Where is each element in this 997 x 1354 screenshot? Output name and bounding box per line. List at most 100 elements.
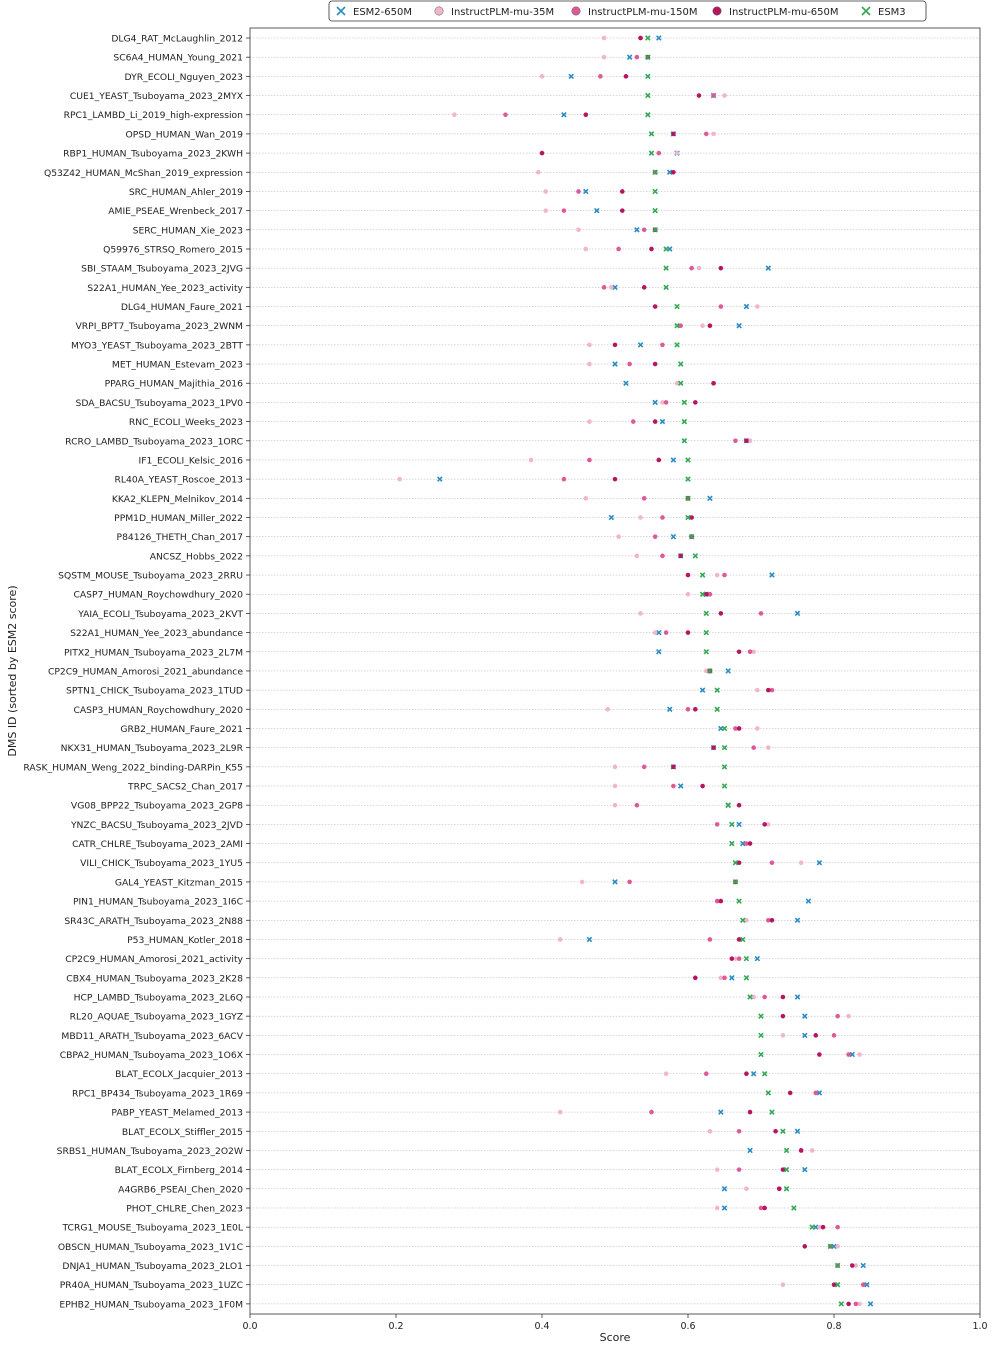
point-instructplm-mu-35m [587, 342, 592, 348]
point-instructplm-mu-650m [693, 400, 698, 405]
y-tick-label: P53_HUMAN_Kotler_2018 [127, 935, 243, 946]
y-tick-label: GRB2_HUMAN_Faure_2021 [120, 724, 243, 735]
y-tick-label: VRPI_BPT7_Tsuboyama_2023_2WNM [75, 321, 243, 332]
point-instructplm-mu-150m [627, 879, 632, 885]
point-instructplm-mu-150m [766, 917, 771, 923]
point-esm2-650m [802, 1032, 808, 1039]
y-tick-label: RL20_AQUAE_Tsuboyama_2023_1GYZ [70, 1012, 243, 1023]
point-instructplm-mu-150m [576, 189, 581, 194]
point-instructplm-mu-150m [663, 630, 669, 635]
y-tick-label: SR43C_ARATH_Tsuboyama_2023_2N88 [64, 916, 243, 927]
point-esm2-650m [860, 1262, 866, 1269]
point-esm2-650m [568, 73, 574, 80]
point-instructplm-mu-650m [798, 1148, 804, 1153]
y-tick-label: MYO3_YEAST_Tsuboyama_2023_2BTT [71, 340, 243, 351]
point-instructplm-mu-150m [627, 361, 632, 367]
y-tick-label: CUE1_YEAST_Tsuboyama_2023_2MYX [70, 91, 243, 102]
series-esm3 [645, 35, 845, 1307]
point-instructplm-mu-35m [539, 74, 545, 79]
point-instructplm-mu-35m [674, 380, 680, 386]
point-esm2-650m [637, 342, 644, 348]
point-instructplm-mu-150m [831, 1033, 837, 1038]
point-instructplm-mu-35m [660, 400, 665, 405]
point-instructplm-mu-35m [755, 726, 760, 731]
point-instructplm-mu-650m [762, 822, 767, 827]
point-instructplm-mu-650m [780, 1013, 786, 1019]
point-esm2-650m [729, 975, 735, 981]
point-esm2-650m [769, 572, 775, 578]
point-instructplm-mu-650m [652, 361, 658, 367]
point-esm2-650m [656, 648, 662, 655]
point-esm2-650m [849, 1051, 856, 1058]
point-instructplm-mu-35m [846, 1013, 851, 1019]
legend-frame [328, 0, 927, 22]
point-instructplm-mu-35m [744, 917, 749, 923]
point-instructplm-mu-650m [747, 841, 753, 846]
point-esm3 [758, 1013, 764, 1019]
point-esm3 [739, 917, 746, 924]
point-instructplm-mu-150m [769, 860, 775, 866]
point-instructplm-mu-650m [787, 1090, 793, 1096]
point-instructplm-mu-150m [703, 131, 709, 137]
point-esm2-650m [670, 533, 677, 540]
y-tick-label: IF1_ECOLI_Kelsic_2016 [139, 455, 244, 466]
point-esm2-650m [561, 111, 567, 118]
x-axis: 0.0 0.2 0.4 0.6 0.8 1.0 [242, 1314, 988, 1332]
point-instructplm-mu-650m [831, 1282, 837, 1287]
y-tick-label: BLAT_ECOLX_Jacquier_2013 [115, 1069, 243, 1080]
point-esm3 [791, 1205, 797, 1211]
point-esm3 [674, 322, 680, 329]
point-esm3 [688, 533, 695, 540]
y-tick-label: PIN1_HUMAN_Tsuboyama_2023_1I6C [73, 897, 243, 908]
y-tick-label: RASK_HUMAN_Weng_2022_binding-DARPin_K55 [23, 762, 243, 773]
legend-label: InstructPLM-mu-150M [588, 7, 698, 18]
point-esm2-650m [437, 476, 443, 482]
point-instructplm-mu-35m [703, 668, 709, 674]
point-esm3 [681, 418, 688, 425]
x-tick-label: 0.2 [388, 1321, 403, 1332]
point-esm3 [765, 1090, 772, 1096]
point-instructplm-mu-150m [711, 93, 716, 98]
y-tick-label: Q59976_STRSQ_Romero_2015 [103, 244, 243, 255]
point-esm3 [699, 591, 706, 597]
point-instructplm-mu-150m [660, 553, 665, 559]
point-esm3 [645, 35, 651, 41]
y-tick-label: VILI_CHICK_Tsuboyama_2023_1YU5 [80, 858, 243, 869]
point-esm3 [729, 840, 735, 847]
point-instructplm-mu-35m [707, 1128, 713, 1134]
point-instructplm-mu-150m [736, 1128, 742, 1134]
point-esm3 [834, 1262, 841, 1269]
y-tick-label: RL40A_YEAST_Roscoe_2013 [115, 475, 244, 486]
point-esm2-650m [794, 610, 801, 617]
y-tick-label: RPC1_LAMBD_Li_2019_high-expression [64, 110, 244, 121]
y-tick-label: CASP7_HUMAN_Roychowdhury_2020 [73, 590, 243, 601]
point-instructplm-mu-650m [678, 553, 683, 559]
point-instructplm-mu-35m [397, 476, 402, 482]
point-esm2-650m [794, 1128, 801, 1135]
legend-label: ESM3 [878, 7, 906, 18]
point-esm2-650m [754, 955, 761, 962]
point-instructplm-mu-35m [587, 419, 592, 424]
y-tick-label: DLG4_HUMAN_Faure_2021 [121, 302, 243, 313]
point-instructplm-mu-35m [751, 649, 756, 655]
point-instructplm-mu-35m [638, 515, 643, 520]
y-tick-label: AMIE_PSEAE_Wrenbeck_2017 [108, 206, 243, 217]
point-instructplm-mu-650m [620, 208, 625, 213]
point-instructplm-mu-150m [634, 54, 640, 60]
point-esm3 [743, 975, 750, 981]
point-instructplm-mu-35m [714, 1167, 720, 1172]
legend-marker-esm3 [861, 6, 871, 16]
point-instructplm-mu-150m [813, 1090, 819, 1096]
y-tick-label: YNZC_BACSU_Tsuboyama_2023_2JVD [70, 820, 243, 831]
y-tick-label: S22A1_HUMAN_Yee_2023_activity [87, 283, 243, 294]
legend-marker-instructplm-mu-150m [571, 6, 581, 16]
point-instructplm-mu-650m [652, 419, 658, 424]
x-tick-label: 0.6 [680, 1321, 695, 1332]
point-instructplm-mu-35m [543, 189, 548, 194]
point-esm3 [780, 1128, 786, 1135]
point-esm2-650m [794, 917, 801, 924]
point-esm2-650m [802, 1013, 808, 1019]
point-instructplm-mu-650m [744, 1071, 749, 1077]
point-esm3 [725, 802, 731, 808]
point-esm3 [681, 438, 688, 444]
